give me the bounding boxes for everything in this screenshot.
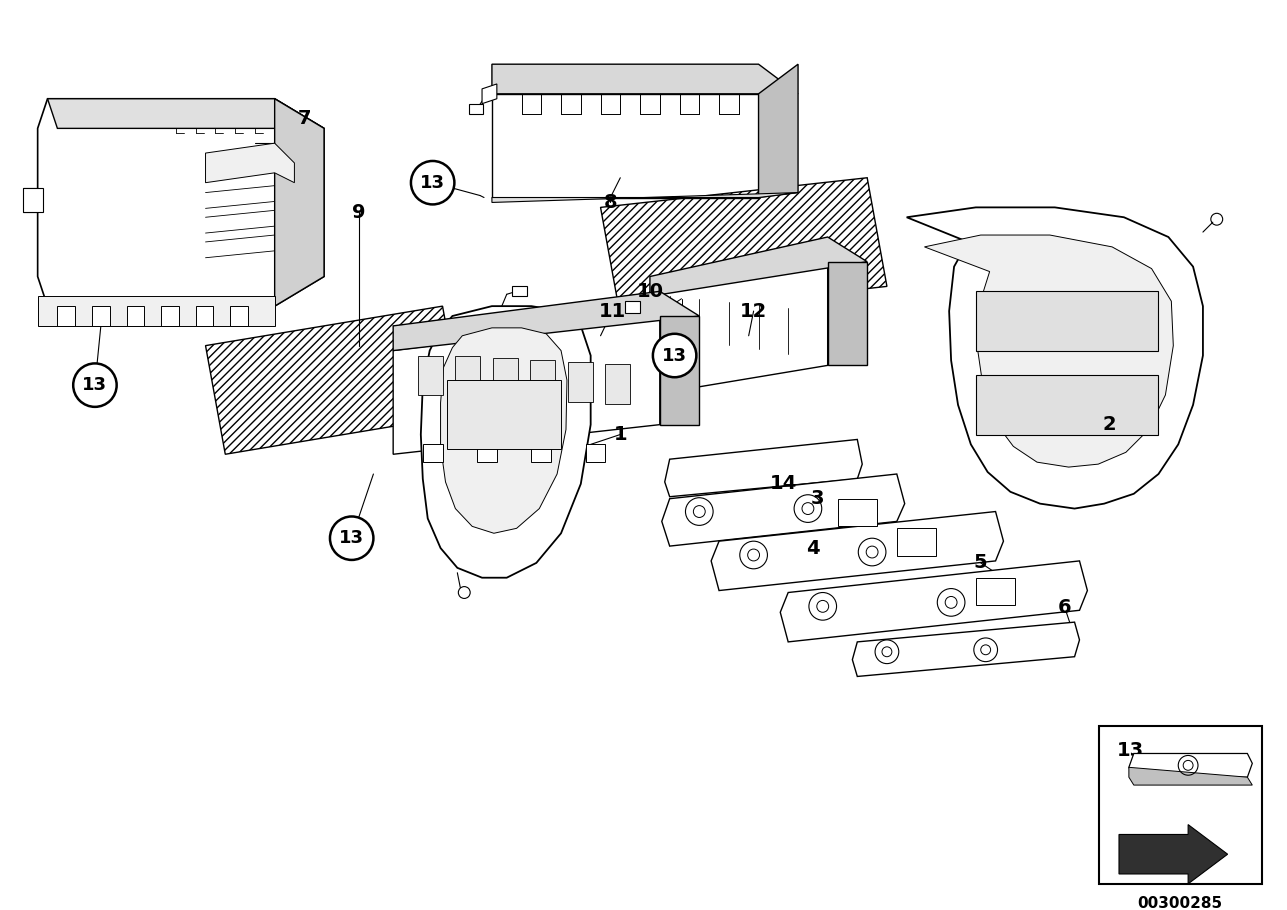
Bar: [512, 287, 528, 297]
Bar: [625, 301, 640, 313]
Circle shape: [740, 541, 767, 569]
Polygon shape: [924, 235, 1174, 467]
Text: 10: 10: [636, 282, 663, 301]
Bar: [532, 444, 551, 462]
Bar: [230, 306, 248, 326]
Text: 1: 1: [614, 425, 627, 444]
Bar: [126, 306, 144, 326]
Text: 6: 6: [1058, 598, 1072, 617]
Text: 7: 7: [297, 109, 311, 128]
Circle shape: [686, 498, 713, 525]
Polygon shape: [492, 65, 798, 94]
Polygon shape: [852, 622, 1080, 676]
Polygon shape: [274, 99, 324, 306]
Text: 3: 3: [811, 490, 825, 508]
Polygon shape: [393, 291, 699, 350]
Bar: [586, 444, 605, 462]
Text: 2: 2: [1102, 415, 1116, 434]
Polygon shape: [48, 99, 324, 128]
Bar: [448, 380, 561, 450]
Circle shape: [937, 589, 965, 616]
Polygon shape: [1118, 824, 1228, 884]
Polygon shape: [37, 99, 324, 306]
Polygon shape: [421, 306, 591, 578]
Circle shape: [794, 495, 821, 522]
Polygon shape: [37, 297, 274, 326]
Bar: [91, 306, 109, 326]
Bar: [976, 578, 1015, 605]
Polygon shape: [492, 193, 798, 202]
Circle shape: [411, 161, 454, 205]
Text: 13: 13: [420, 174, 445, 192]
Circle shape: [810, 592, 837, 621]
Bar: [838, 499, 876, 526]
Polygon shape: [664, 440, 862, 497]
Circle shape: [329, 517, 373, 560]
Text: 13: 13: [662, 347, 687, 365]
Text: 12: 12: [740, 301, 767, 320]
Polygon shape: [1129, 767, 1252, 785]
Circle shape: [974, 638, 997, 662]
Text: 13: 13: [82, 376, 107, 394]
Text: 13: 13: [340, 530, 364, 547]
Polygon shape: [650, 237, 867, 297]
Text: 5: 5: [974, 553, 987, 572]
Polygon shape: [712, 511, 1004, 591]
Bar: [470, 104, 483, 114]
Polygon shape: [780, 561, 1088, 642]
Bar: [605, 364, 631, 404]
Bar: [58, 306, 75, 326]
Bar: [423, 444, 443, 462]
Bar: [976, 291, 1158, 350]
Bar: [976, 375, 1158, 434]
Text: 14: 14: [770, 474, 797, 493]
Polygon shape: [393, 316, 660, 454]
Bar: [456, 357, 480, 396]
Circle shape: [858, 538, 885, 566]
Circle shape: [73, 363, 117, 407]
Text: 00300285: 00300285: [1138, 896, 1223, 910]
Polygon shape: [492, 94, 758, 197]
Polygon shape: [660, 316, 699, 425]
Bar: [568, 362, 592, 402]
Polygon shape: [650, 262, 828, 395]
Bar: [23, 187, 42, 212]
Text: 4: 4: [806, 539, 820, 558]
Text: 13: 13: [1117, 741, 1144, 760]
Bar: [493, 359, 517, 398]
Polygon shape: [1129, 753, 1252, 777]
Bar: [897, 529, 937, 556]
Text: 11: 11: [598, 301, 625, 320]
Bar: [477, 444, 497, 462]
Polygon shape: [758, 65, 798, 197]
Polygon shape: [662, 474, 905, 546]
Polygon shape: [440, 328, 568, 533]
Polygon shape: [906, 207, 1203, 509]
Circle shape: [875, 640, 898, 663]
Text: 9: 9: [351, 203, 366, 222]
Bar: [161, 306, 179, 326]
Bar: [418, 356, 443, 395]
Polygon shape: [828, 262, 867, 366]
Circle shape: [653, 334, 696, 378]
Bar: [1099, 726, 1263, 884]
Polygon shape: [483, 84, 497, 104]
Bar: [530, 360, 555, 400]
Polygon shape: [206, 143, 295, 183]
Bar: [196, 306, 214, 326]
Text: 8: 8: [604, 193, 618, 212]
